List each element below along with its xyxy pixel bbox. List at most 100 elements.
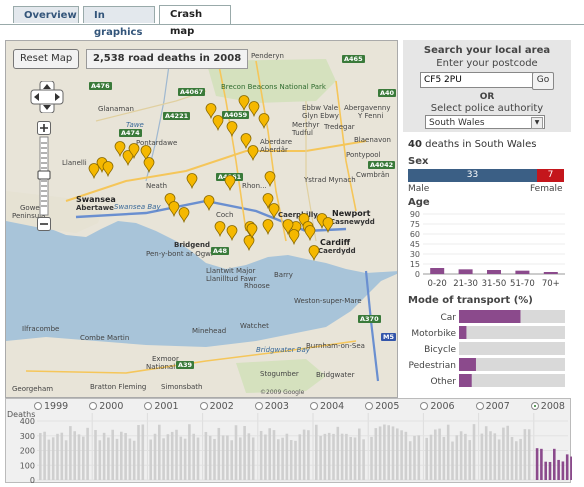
go-button[interactable]: Go <box>532 72 554 90</box>
timeline-bar <box>515 441 518 480</box>
radio-icon <box>34 402 42 410</box>
year-radio-2000[interactable]: 2000 <box>89 401 123 412</box>
crash-pin-icon[interactable] <box>203 195 215 211</box>
crash-pin-icon[interactable] <box>224 175 236 191</box>
age-ytick-label: 0 <box>415 270 420 279</box>
year-radio-2008[interactable]: 2008 <box>530 401 565 412</box>
reset-map-button[interactable]: Reset Map <box>13 49 80 69</box>
crash-pin-icon[interactable] <box>308 245 320 261</box>
mode-of-transport-chart: Car Motorbike Bicycle Pedestrian Other <box>408 310 565 387</box>
pan-control-icon[interactable] <box>27 81 67 113</box>
timeline-bar <box>400 430 403 480</box>
map-label-peninsula: Peninsula <box>12 212 46 220</box>
timeline-bar <box>47 439 51 480</box>
timeline-ytick-label: 300 <box>20 432 35 441</box>
crash-pin-icon[interactable] <box>226 225 238 241</box>
crash-pin-icon[interactable] <box>246 223 258 239</box>
crash-pin-icon[interactable] <box>128 143 140 159</box>
crash-pin-icon[interactable] <box>226 121 238 137</box>
timeline-bar <box>162 438 165 480</box>
crash-pin-icon[interactable] <box>322 217 334 233</box>
map-label-penybont: Pen-y-bont ar Ogwr <box>146 250 214 258</box>
crash-pin-icon[interactable] <box>168 201 180 217</box>
crash-pin-icon[interactable] <box>88 163 100 179</box>
crash-pin-icon[interactable] <box>258 113 270 129</box>
map-label-bratton: Bratton Fleming <box>90 383 147 391</box>
road-deaths-banner: 2,538 road deaths in 2008 <box>86 49 249 69</box>
crash-pin-icon[interactable] <box>262 219 274 235</box>
mode-bar <box>459 374 472 387</box>
year-radio-2006[interactable]: 2006 <box>420 401 455 412</box>
crash-pin-icon[interactable] <box>122 150 134 166</box>
crash-pin-icon[interactable] <box>304 225 316 241</box>
crash-pin-icon[interactable] <box>243 235 255 251</box>
tab-in-graphics[interactable]: In graphics <box>83 6 155 38</box>
mode-track <box>459 342 565 355</box>
year-radio-2002[interactable]: 2002 <box>199 401 234 412</box>
map-label-bridgwater: Bridgwater <box>316 371 355 379</box>
timeline-bar <box>192 433 195 480</box>
police-authority-value: South Wales <box>429 118 485 128</box>
mode-category-label: Other <box>430 377 456 387</box>
year-radio-2005[interactable]: 2005 <box>365 401 399 412</box>
year-radio-2004[interactable]: 2004 <box>310 401 344 412</box>
crash-pin-icon[interactable] <box>240 133 252 149</box>
timeline-bar <box>102 432 106 480</box>
map-label-coch: Coch <box>216 211 234 219</box>
timeline-bar <box>438 428 441 480</box>
crash-pin-icon[interactable] <box>205 103 217 119</box>
timeline-bar <box>153 433 157 480</box>
crash-pin-icon[interactable] <box>268 203 280 219</box>
timeline-bar <box>429 434 433 480</box>
timeline-bar <box>307 430 310 480</box>
timeline-bar <box>349 436 352 480</box>
map-label-georgeham: Georgeham <box>12 385 54 393</box>
tab-overview[interactable]: Overview <box>13 6 79 23</box>
map-label-swansea-bay: Swansea Bay <box>114 203 161 211</box>
timeline-bar <box>519 438 522 480</box>
crash-pin-icon[interactable] <box>212 115 224 131</box>
map-label-tawe: Tawe <box>126 121 144 129</box>
timeline-bar <box>111 429 114 480</box>
year-radio-2001[interactable]: 2001 <box>144 401 179 412</box>
crash-pin-icon[interactable] <box>248 101 260 117</box>
map-label-rhondda: Rhon... <box>242 182 267 190</box>
timeline-bar <box>128 438 132 480</box>
crash-map[interactable]: Brecon Beacons National Park Penderyn Eb… <box>5 40 398 398</box>
crash-pin-icon[interactable] <box>143 157 155 173</box>
crash-pin-icon[interactable] <box>214 221 226 237</box>
tab-crash-map[interactable]: Crash map <box>159 5 231 37</box>
crash-pin-icon[interactable] <box>140 145 152 161</box>
crash-pin-icon[interactable] <box>288 229 300 245</box>
mode-bar <box>459 326 467 339</box>
timeline-bar <box>272 430 276 480</box>
crash-pin-icon[interactable] <box>186 173 198 189</box>
crash-pin-icon[interactable] <box>262 193 274 209</box>
timeline-bar <box>158 424 161 480</box>
timeline-bar <box>523 429 527 480</box>
postcode-input[interactable] <box>420 72 536 88</box>
crash-pin-icon[interactable] <box>247 145 259 161</box>
year-radio-1999[interactable]: 1999 <box>34 401 68 412</box>
radio-icon <box>420 402 429 410</box>
crash-pin-icon[interactable] <box>282 219 294 235</box>
timeline-bar <box>510 436 514 480</box>
map-label-national-park: National Park <box>146 363 193 371</box>
zoom-slider[interactable] <box>37 121 51 231</box>
map-label-neath: Neath <box>146 182 168 190</box>
year-label: 2008 <box>540 401 565 412</box>
timeline-bar <box>188 424 191 480</box>
crash-pin-icon[interactable] <box>102 161 114 177</box>
timeline-ytick-label: 0 <box>30 476 35 484</box>
timeline-bar <box>468 440 471 480</box>
crash-pin-icon[interactable] <box>264 171 276 187</box>
crash-pin-icon[interactable] <box>114 141 126 157</box>
year-radio-2007[interactable]: 2007 <box>475 401 510 412</box>
crash-pin-icon[interactable] <box>238 95 250 111</box>
timeline-bar <box>234 425 238 480</box>
timeline-bar <box>484 426 488 480</box>
police-authority-select[interactable]: South Wales ▼ <box>425 115 545 129</box>
year-radio-2003[interactable]: 2003 <box>254 401 289 412</box>
crash-pin-icon[interactable] <box>178 207 190 223</box>
timeline-bar <box>340 433 344 480</box>
